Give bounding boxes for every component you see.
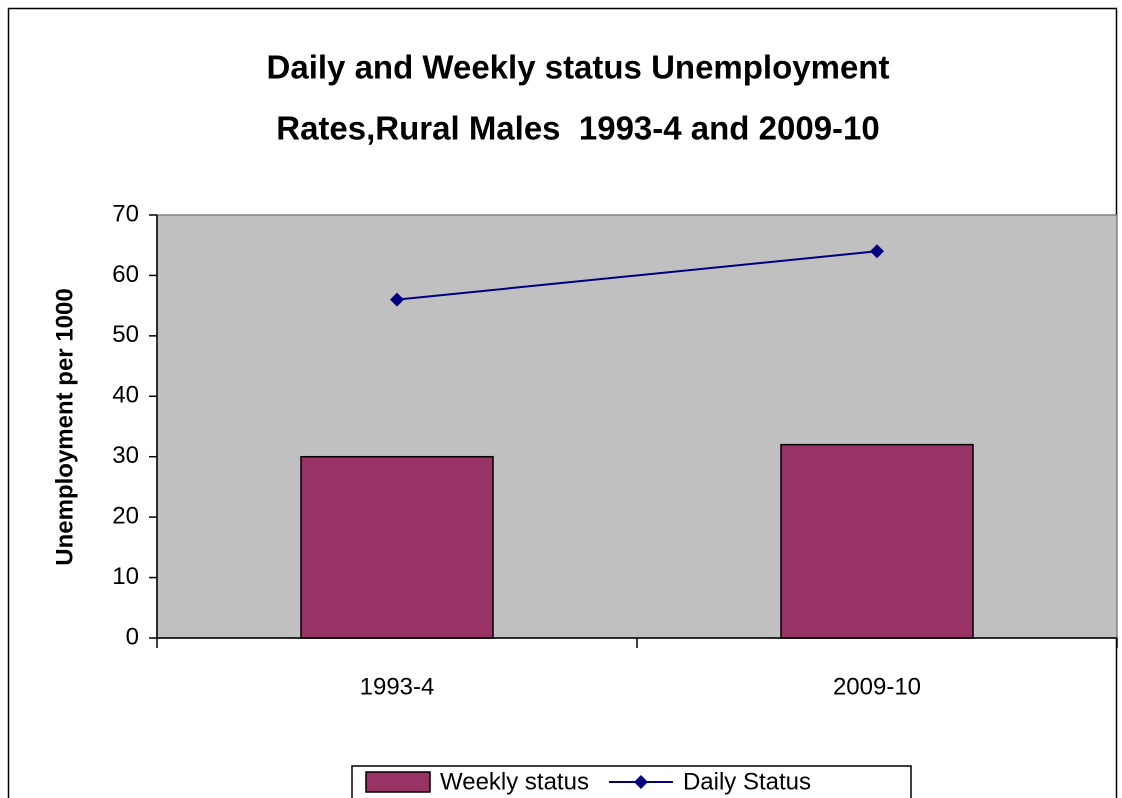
y-tick-label: 20 xyxy=(112,502,139,529)
line-marker xyxy=(390,292,404,307)
legend-label: Weekly status xyxy=(440,768,589,795)
legend-marker xyxy=(633,775,648,789)
y-tick-label: 40 xyxy=(112,382,139,409)
y-tick-label: 70 xyxy=(112,200,139,227)
y-tick-label: 60 xyxy=(112,261,139,288)
legend-label: Daily Status xyxy=(683,768,811,795)
x-tick-label: 1993-4 xyxy=(360,673,435,700)
bar xyxy=(780,443,974,639)
legend-swatch xyxy=(365,771,431,793)
chart-title: Daily and Weekly status Unemployment xyxy=(267,49,890,86)
y-tick-label: 0 xyxy=(126,623,139,650)
y-tick-label: 50 xyxy=(112,321,139,348)
bar xyxy=(300,455,494,639)
y-tick-label: 10 xyxy=(112,563,139,590)
line xyxy=(396,250,878,301)
y-tick-label: 30 xyxy=(112,442,139,469)
y-axis-label: Unemployment per 1000 xyxy=(51,288,78,565)
chart-title: Rates,Rural Males 1993-4 and 2009-10 xyxy=(276,110,880,147)
x-tick-label: 2009-10 xyxy=(833,673,921,700)
line-marker xyxy=(870,244,884,259)
